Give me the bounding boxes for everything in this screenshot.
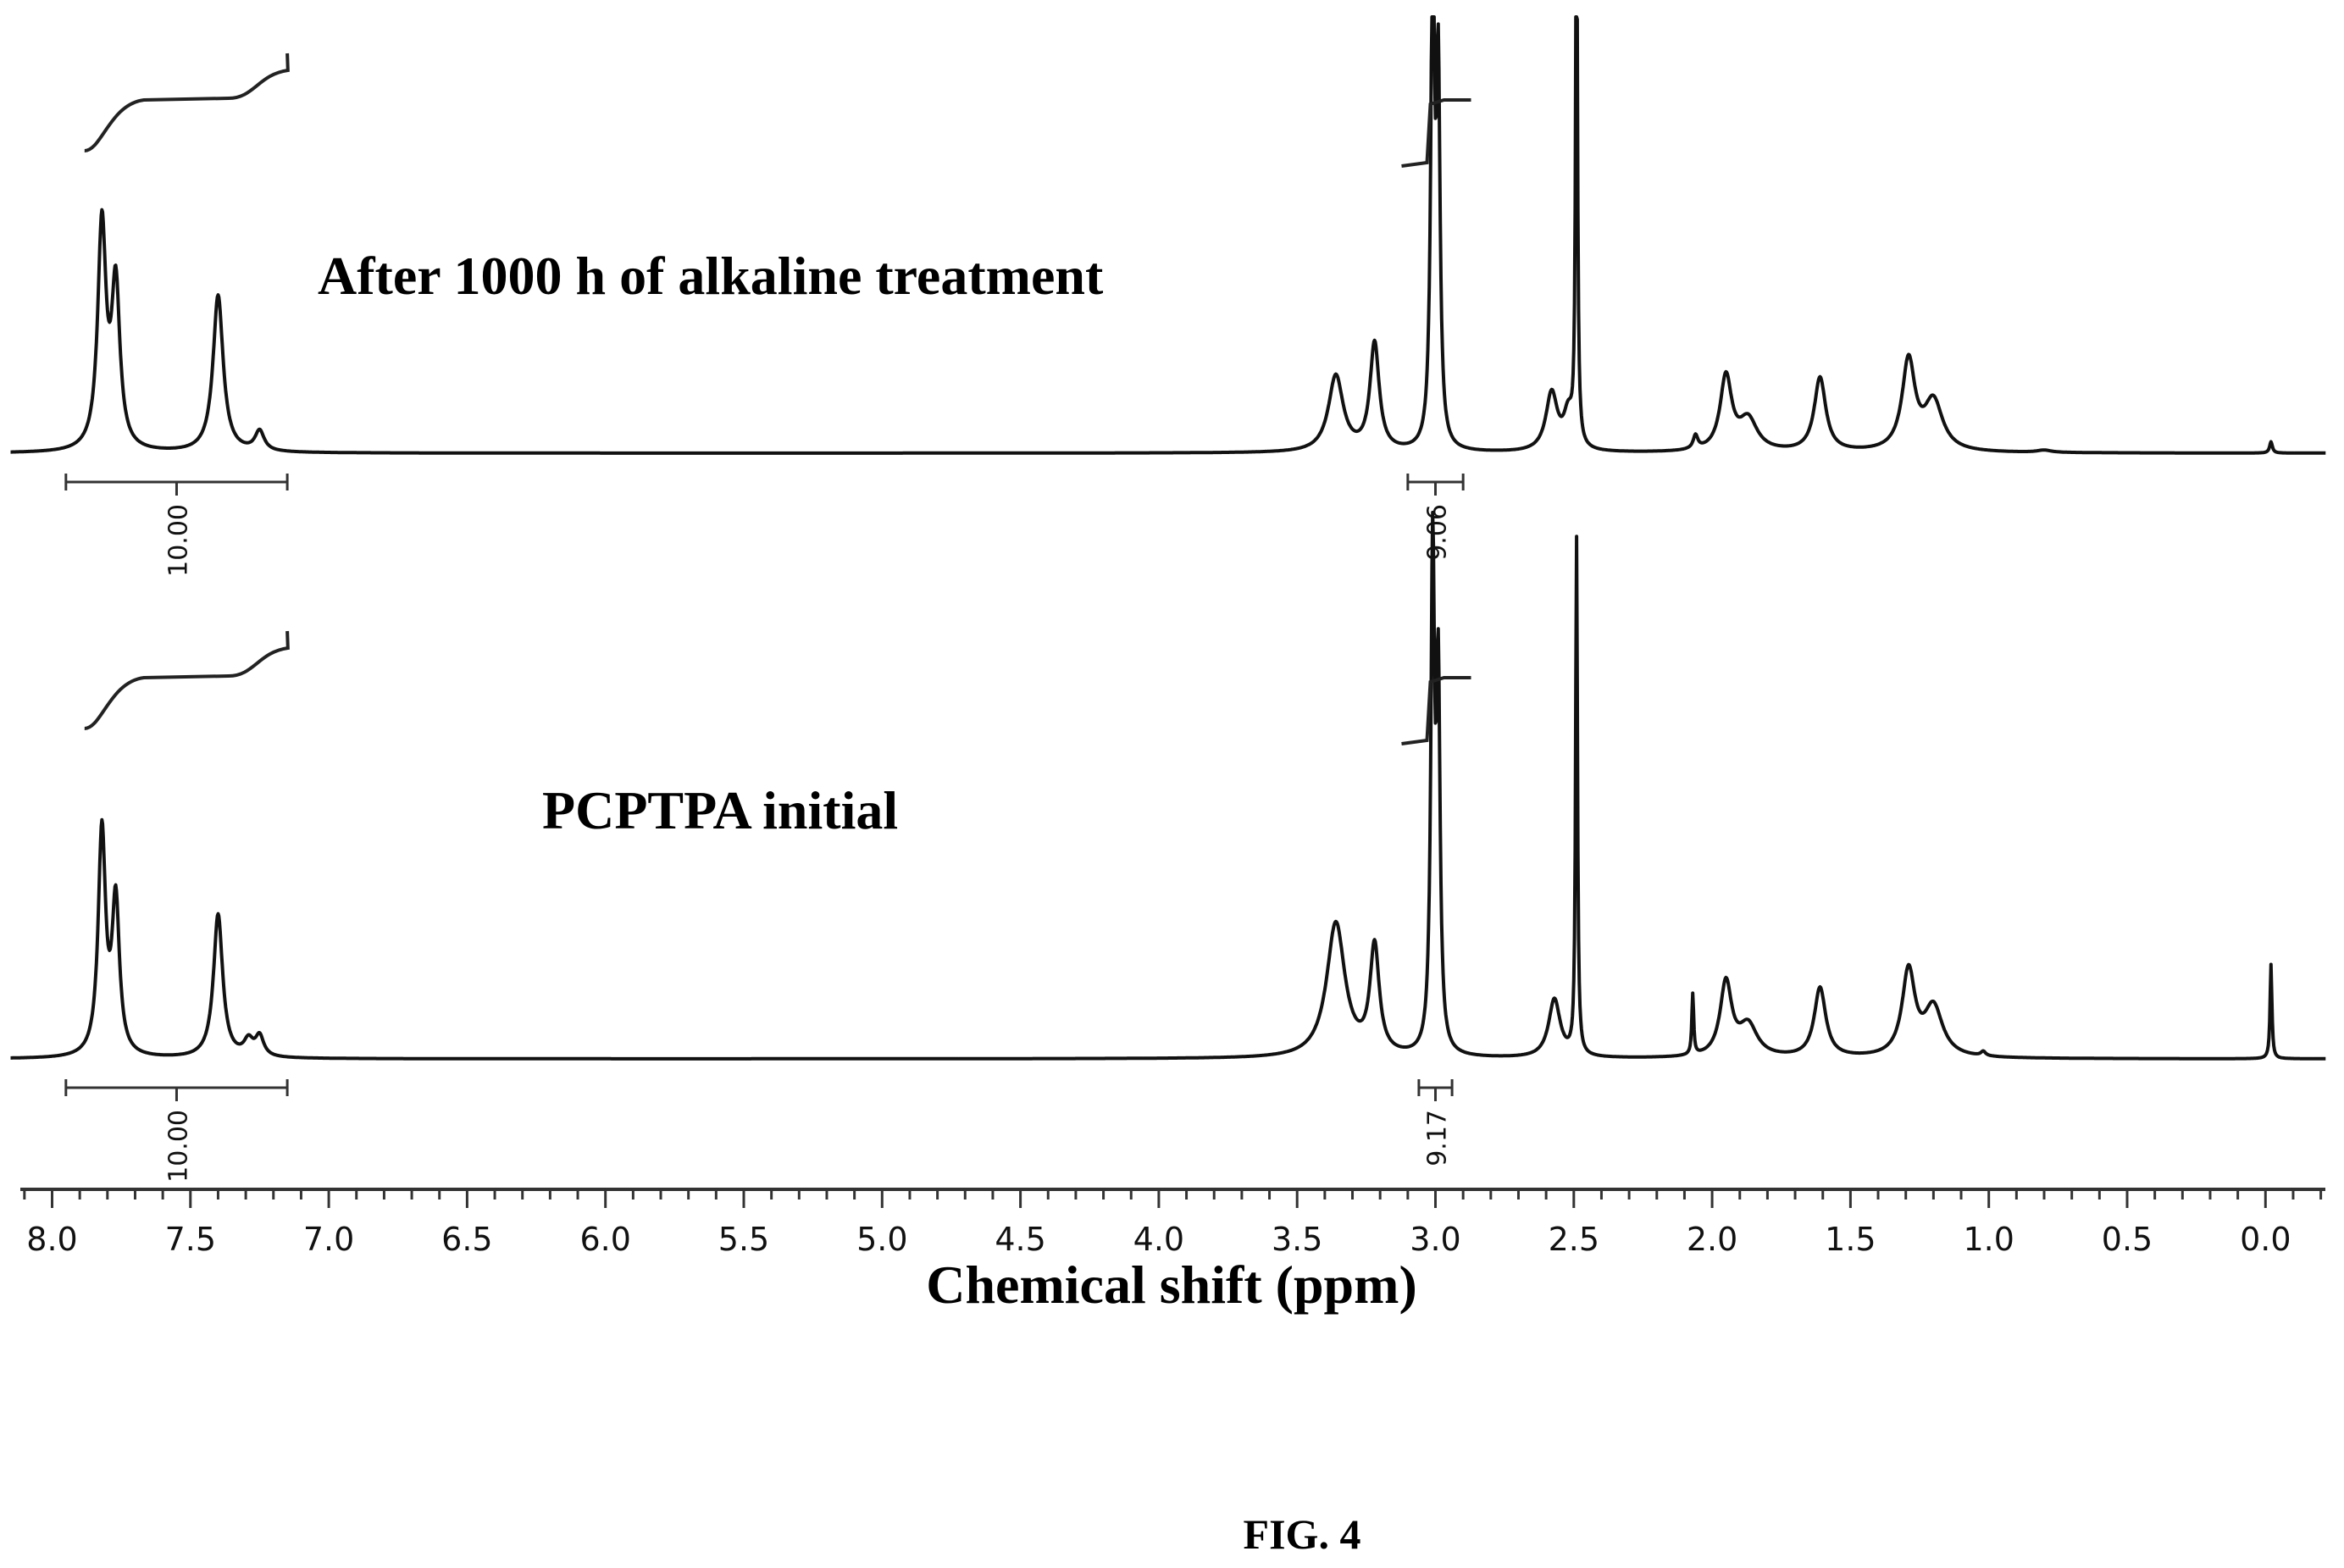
x-tick-label: 3.5 [1272, 1221, 1322, 1258]
integral-bar-1: 9.17 [1417, 1079, 1454, 1166]
x-tick-label: 0.0 [2240, 1221, 2291, 1258]
spectrum-trace [9, 510, 2327, 1061]
integral-bar-0: 10.00 [64, 1079, 289, 1183]
integral-value-label: 10.00 [163, 1110, 193, 1183]
x-tick-label: 1.5 [1825, 1221, 1876, 1258]
integral-bar-0: 10.00 [64, 474, 289, 577]
x-tick-label: 7.0 [303, 1221, 354, 1258]
x-tick-label: 0.5 [2102, 1221, 2153, 1258]
series-label-initial: PCPTPA initial [542, 780, 898, 840]
integral-curve-methyl [1401, 676, 1471, 745]
x-axis: 8.0 7.5 7.0 6.5 6.0 5.5 5.0 4.5 4.0 3.5 3.0 2.5 2.0 1… [20, 1188, 2325, 1258]
x-tick-label: 2.5 [1549, 1221, 1599, 1258]
figure-caption: FIG. 4 [1244, 1510, 1361, 1558]
x-tick-label: 3.0 [1410, 1221, 1460, 1258]
x-tick-label: 6.5 [441, 1221, 492, 1258]
x-tick-label: 7.5 [165, 1221, 216, 1258]
series-label-after-treatment: After 1000 h of alkaline treatment [318, 246, 1104, 306]
x-tick-label: 2.0 [1687, 1221, 1737, 1258]
integral-value-label: 10.00 [163, 504, 193, 577]
x-tick-label: 6.0 [579, 1221, 630, 1258]
x-tick-label: 8.0 [26, 1221, 77, 1258]
x-tick-label: 5.5 [718, 1221, 769, 1258]
x-tick-label: 1.0 [1963, 1221, 2014, 1258]
integral-value-label: 9.06 [1423, 504, 1453, 561]
spectrum-trace [9, 15, 2327, 455]
spectrum-after-alkaline-treatment: 10.00 9.06 [9, 15, 2327, 577]
x-tick-label: 4.0 [1133, 1221, 1184, 1258]
integral-curve-aromatic [84, 630, 290, 730]
x-tick-label: 4.5 [995, 1221, 1045, 1258]
integral-curve-aromatic [84, 53, 290, 152]
x-tick-label: 5.0 [856, 1221, 907, 1258]
integral-curve-methyl [1401, 98, 1471, 168]
integral-bar-1: 9.06 [1406, 474, 1465, 561]
integral-value-label: 9.17 [1423, 1110, 1453, 1166]
x-axis-title: Chemical shift (ppm) [926, 1255, 1417, 1315]
spectrum-initial: 10.00 9.17 [9, 510, 2327, 1183]
